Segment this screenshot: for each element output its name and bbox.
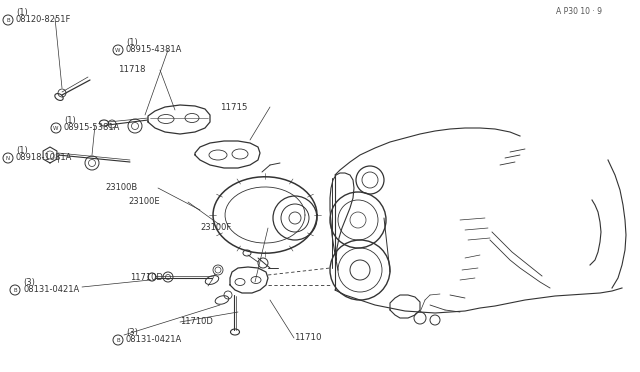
- Text: W: W: [115, 48, 121, 52]
- Text: 08120-8251F: 08120-8251F: [16, 16, 72, 25]
- Text: B: B: [13, 288, 17, 292]
- Text: 11718: 11718: [118, 65, 145, 74]
- Text: (1): (1): [16, 145, 28, 154]
- Text: B: B: [116, 337, 120, 343]
- Text: 08131-0421A: 08131-0421A: [23, 285, 79, 295]
- Text: (1): (1): [64, 115, 76, 125]
- Text: 08131-0421A: 08131-0421A: [126, 336, 182, 344]
- Text: (1): (1): [126, 38, 138, 46]
- Text: 11710: 11710: [294, 334, 321, 343]
- Text: N: N: [6, 155, 10, 160]
- Text: 11710D: 11710D: [180, 317, 213, 327]
- Text: B: B: [6, 17, 10, 22]
- Text: 08918-1081A: 08918-1081A: [16, 154, 72, 163]
- Text: (3): (3): [23, 278, 35, 286]
- Text: (1): (1): [16, 7, 28, 16]
- Text: (3): (3): [126, 327, 138, 337]
- Text: 23100B: 23100B: [105, 183, 137, 192]
- Text: 11710D: 11710D: [130, 273, 163, 282]
- Text: A P30 10 · 9: A P30 10 · 9: [556, 7, 602, 16]
- Text: 08915-5381A: 08915-5381A: [64, 124, 120, 132]
- Text: 23100F: 23100F: [200, 224, 231, 232]
- Text: 23100E: 23100E: [128, 198, 159, 206]
- Text: W: W: [53, 125, 59, 131]
- Text: 08915-4381A: 08915-4381A: [126, 45, 182, 55]
- Text: 11715: 11715: [220, 103, 248, 112]
